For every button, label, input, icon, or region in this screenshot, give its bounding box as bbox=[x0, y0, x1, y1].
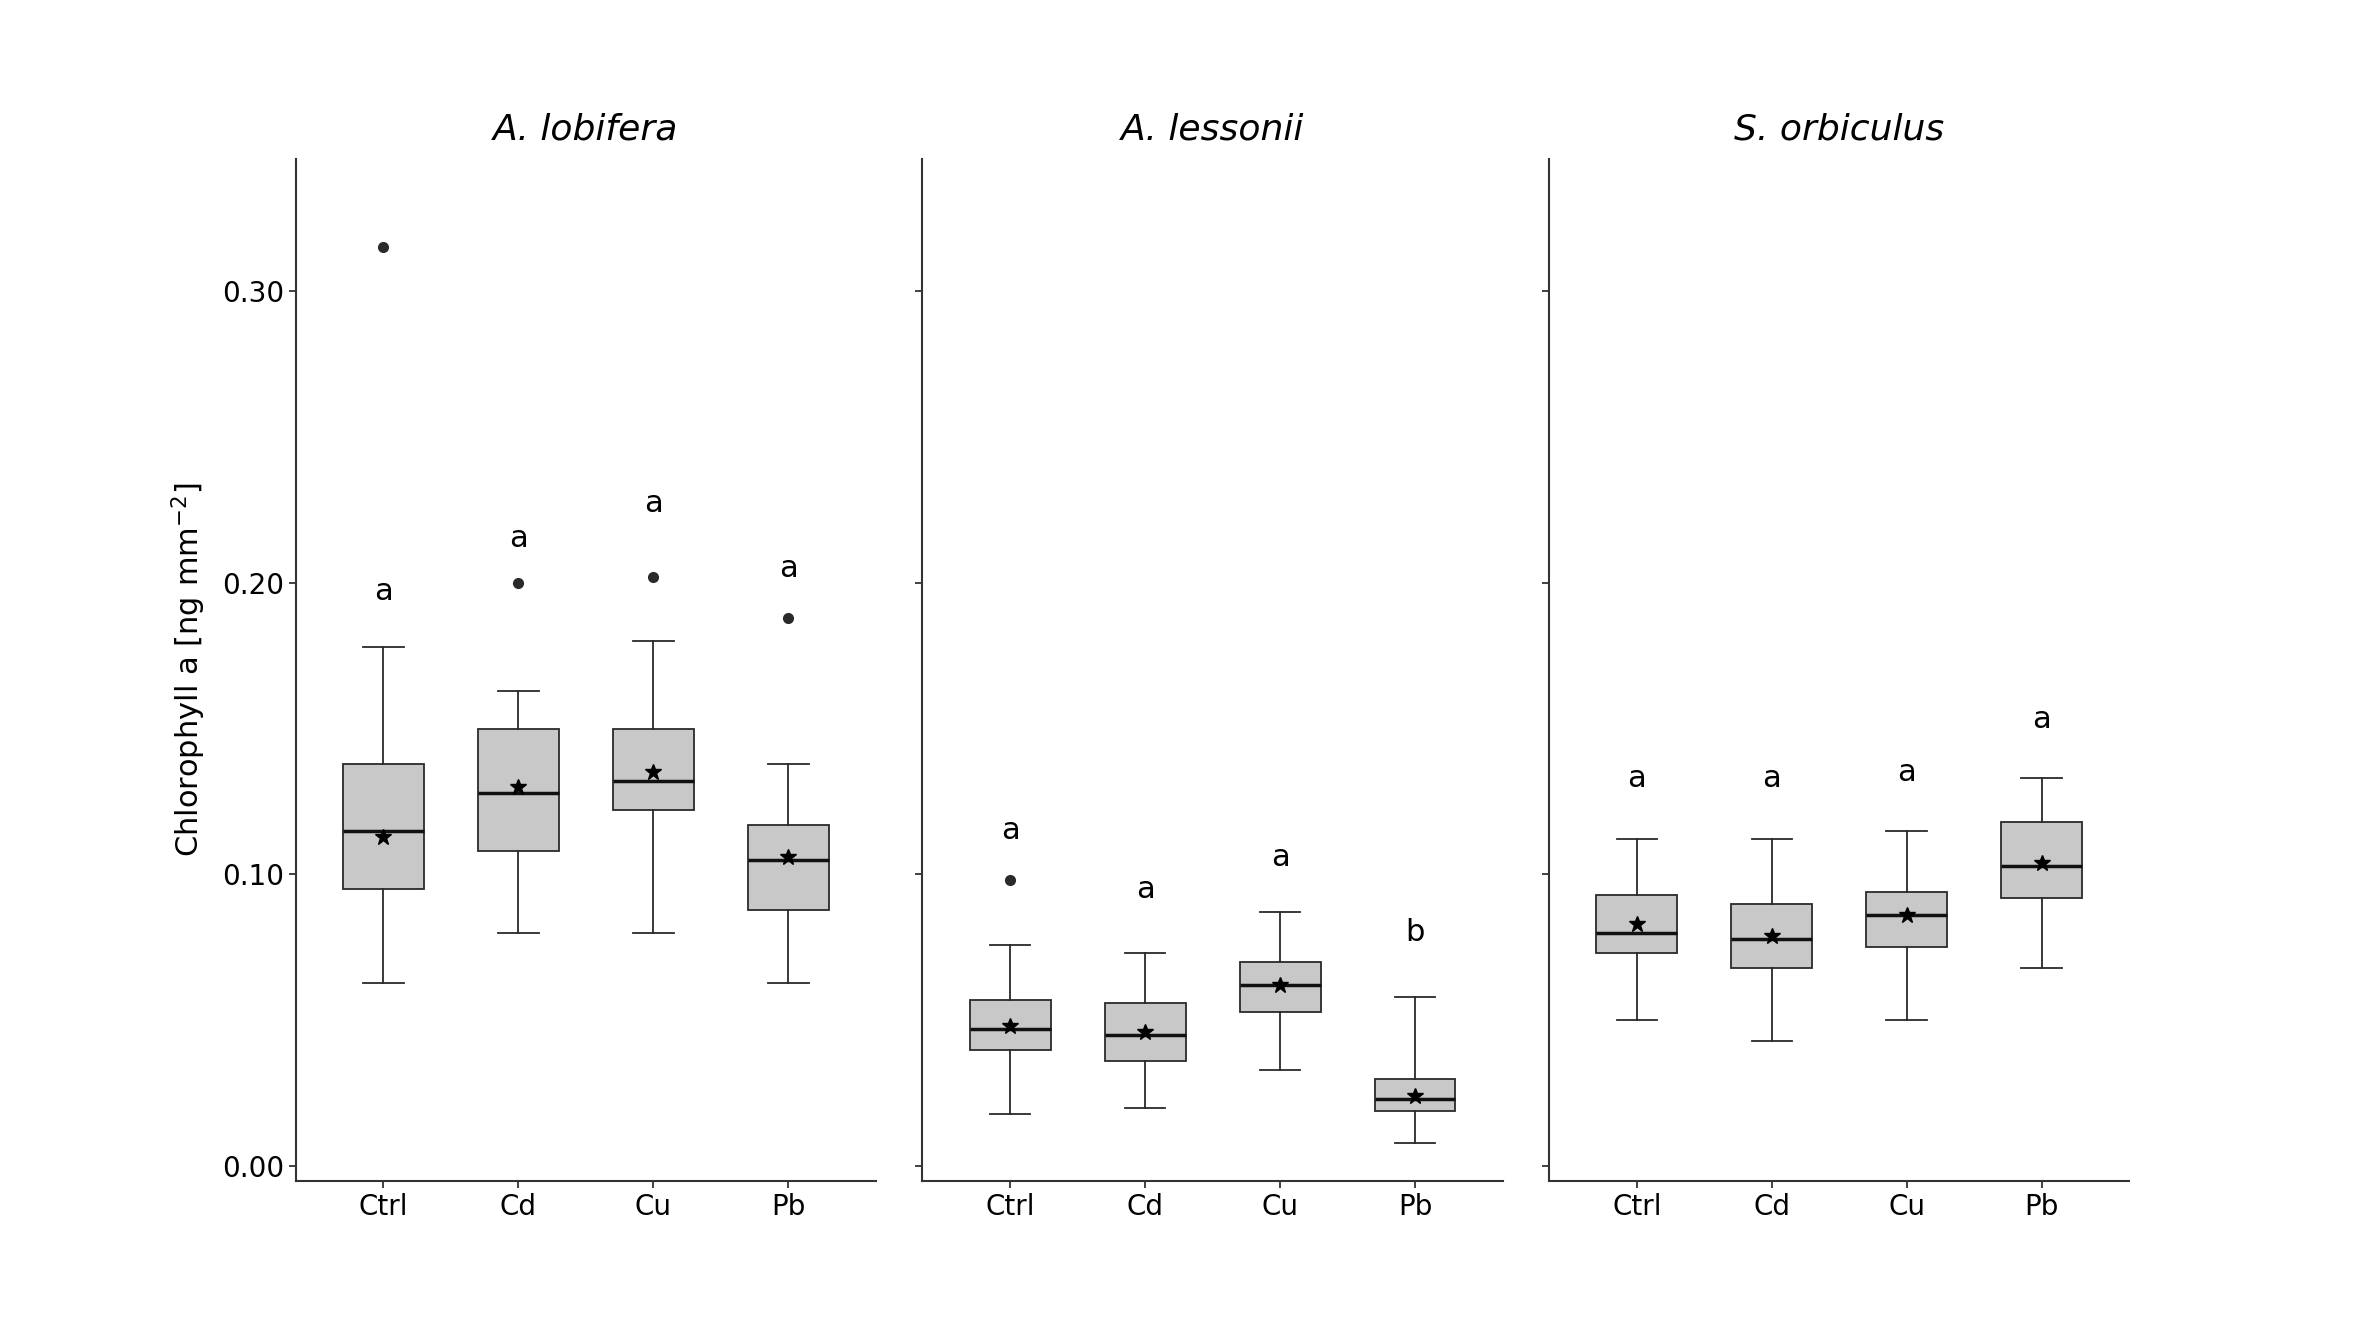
PathPatch shape bbox=[343, 763, 424, 889]
Text: a: a bbox=[374, 577, 393, 606]
PathPatch shape bbox=[1867, 892, 1947, 947]
Text: a: a bbox=[644, 490, 662, 519]
PathPatch shape bbox=[613, 729, 693, 811]
PathPatch shape bbox=[970, 1001, 1051, 1050]
PathPatch shape bbox=[478, 729, 558, 851]
Text: b: b bbox=[1405, 918, 1424, 947]
Text: a: a bbox=[1001, 816, 1020, 845]
PathPatch shape bbox=[1732, 904, 1812, 967]
PathPatch shape bbox=[2002, 821, 2082, 898]
Text: a: a bbox=[1898, 758, 1916, 787]
PathPatch shape bbox=[1597, 894, 1677, 953]
Text: a: a bbox=[1763, 764, 1782, 792]
Title: A. lessonii: A. lessonii bbox=[1121, 113, 1304, 147]
PathPatch shape bbox=[1240, 962, 1320, 1011]
Text: a: a bbox=[1271, 843, 1289, 872]
PathPatch shape bbox=[1375, 1079, 1455, 1111]
PathPatch shape bbox=[1105, 1003, 1185, 1062]
Title: A. lobifera: A. lobifera bbox=[492, 113, 679, 147]
Text: a: a bbox=[1628, 764, 1647, 792]
PathPatch shape bbox=[748, 825, 828, 909]
Text: a: a bbox=[1136, 874, 1155, 904]
Text: a: a bbox=[509, 524, 528, 553]
Text: a: a bbox=[2032, 706, 2051, 734]
Title: S. orbiculus: S. orbiculus bbox=[1734, 113, 1945, 147]
Y-axis label: Chlorophyll a [ng mm$^{-2}$]: Chlorophyll a [ng mm$^{-2}$] bbox=[170, 483, 208, 857]
Text: a: a bbox=[778, 553, 797, 583]
